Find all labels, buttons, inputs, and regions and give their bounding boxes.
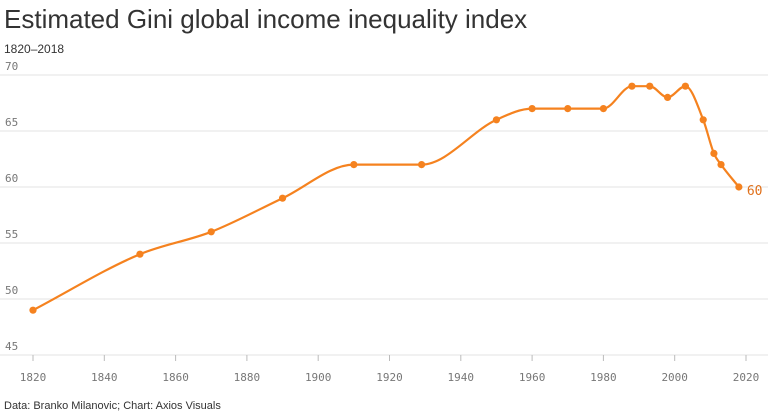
data-point [717,161,725,169]
y-tick-label: 65 [5,116,18,129]
x-tick-label: 1840 [91,371,118,384]
chart-source: Data: Branko Milanovic; Chart: Axios Vis… [4,400,221,412]
y-tick-label: 55 [5,228,18,241]
data-point [278,194,287,202]
data-point [735,183,743,191]
x-tick-label: 1960 [519,371,546,384]
data-point [350,161,358,169]
data-point [681,82,689,90]
x-tick-label: 1820 [20,371,47,384]
grid-lines [0,74,768,356]
x-axis: 1820 1840 1860 1880 1900 1920 1940 1960 1980 2000… [20,355,760,384]
end-value-label: 60 [747,184,763,199]
y-tick-label: 50 [5,284,18,297]
y-axis: 45 50 55 60 65 70 [5,60,18,353]
data-point [207,228,215,236]
x-tick-label: 1940 [448,371,475,384]
chart-title: Estimated Gini global income inequality … [4,4,528,34]
x-tick-label: 1900 [305,371,332,384]
y-tick-label: 70 [5,60,18,73]
annotations: 60 [747,184,763,199]
x-tick-label: 1920 [376,371,403,384]
data-point [417,161,426,169]
y-tick-label: 45 [5,340,18,353]
x-tick-label: 1980 [590,371,617,384]
data-point [492,116,501,124]
series-line [32,85,740,312]
x-tick-label: 1880 [234,371,261,384]
data-point [528,105,536,113]
series-line-group [32,85,740,312]
y-tick-label: 60 [5,172,18,185]
data-points [29,82,743,314]
data-point [599,105,608,113]
data-point [564,105,572,113]
data-point [699,116,707,124]
data-point [710,149,718,157]
x-tick-label: 2000 [661,371,688,384]
data-point [136,250,144,258]
x-tick-label: 2020 [733,371,760,384]
data-point [628,82,636,90]
data-point [646,82,654,90]
data-point [663,93,672,101]
chart-subtitle: 1820–2018 [4,42,65,56]
data-point [29,306,37,314]
x-tick-label: 1860 [162,371,189,384]
